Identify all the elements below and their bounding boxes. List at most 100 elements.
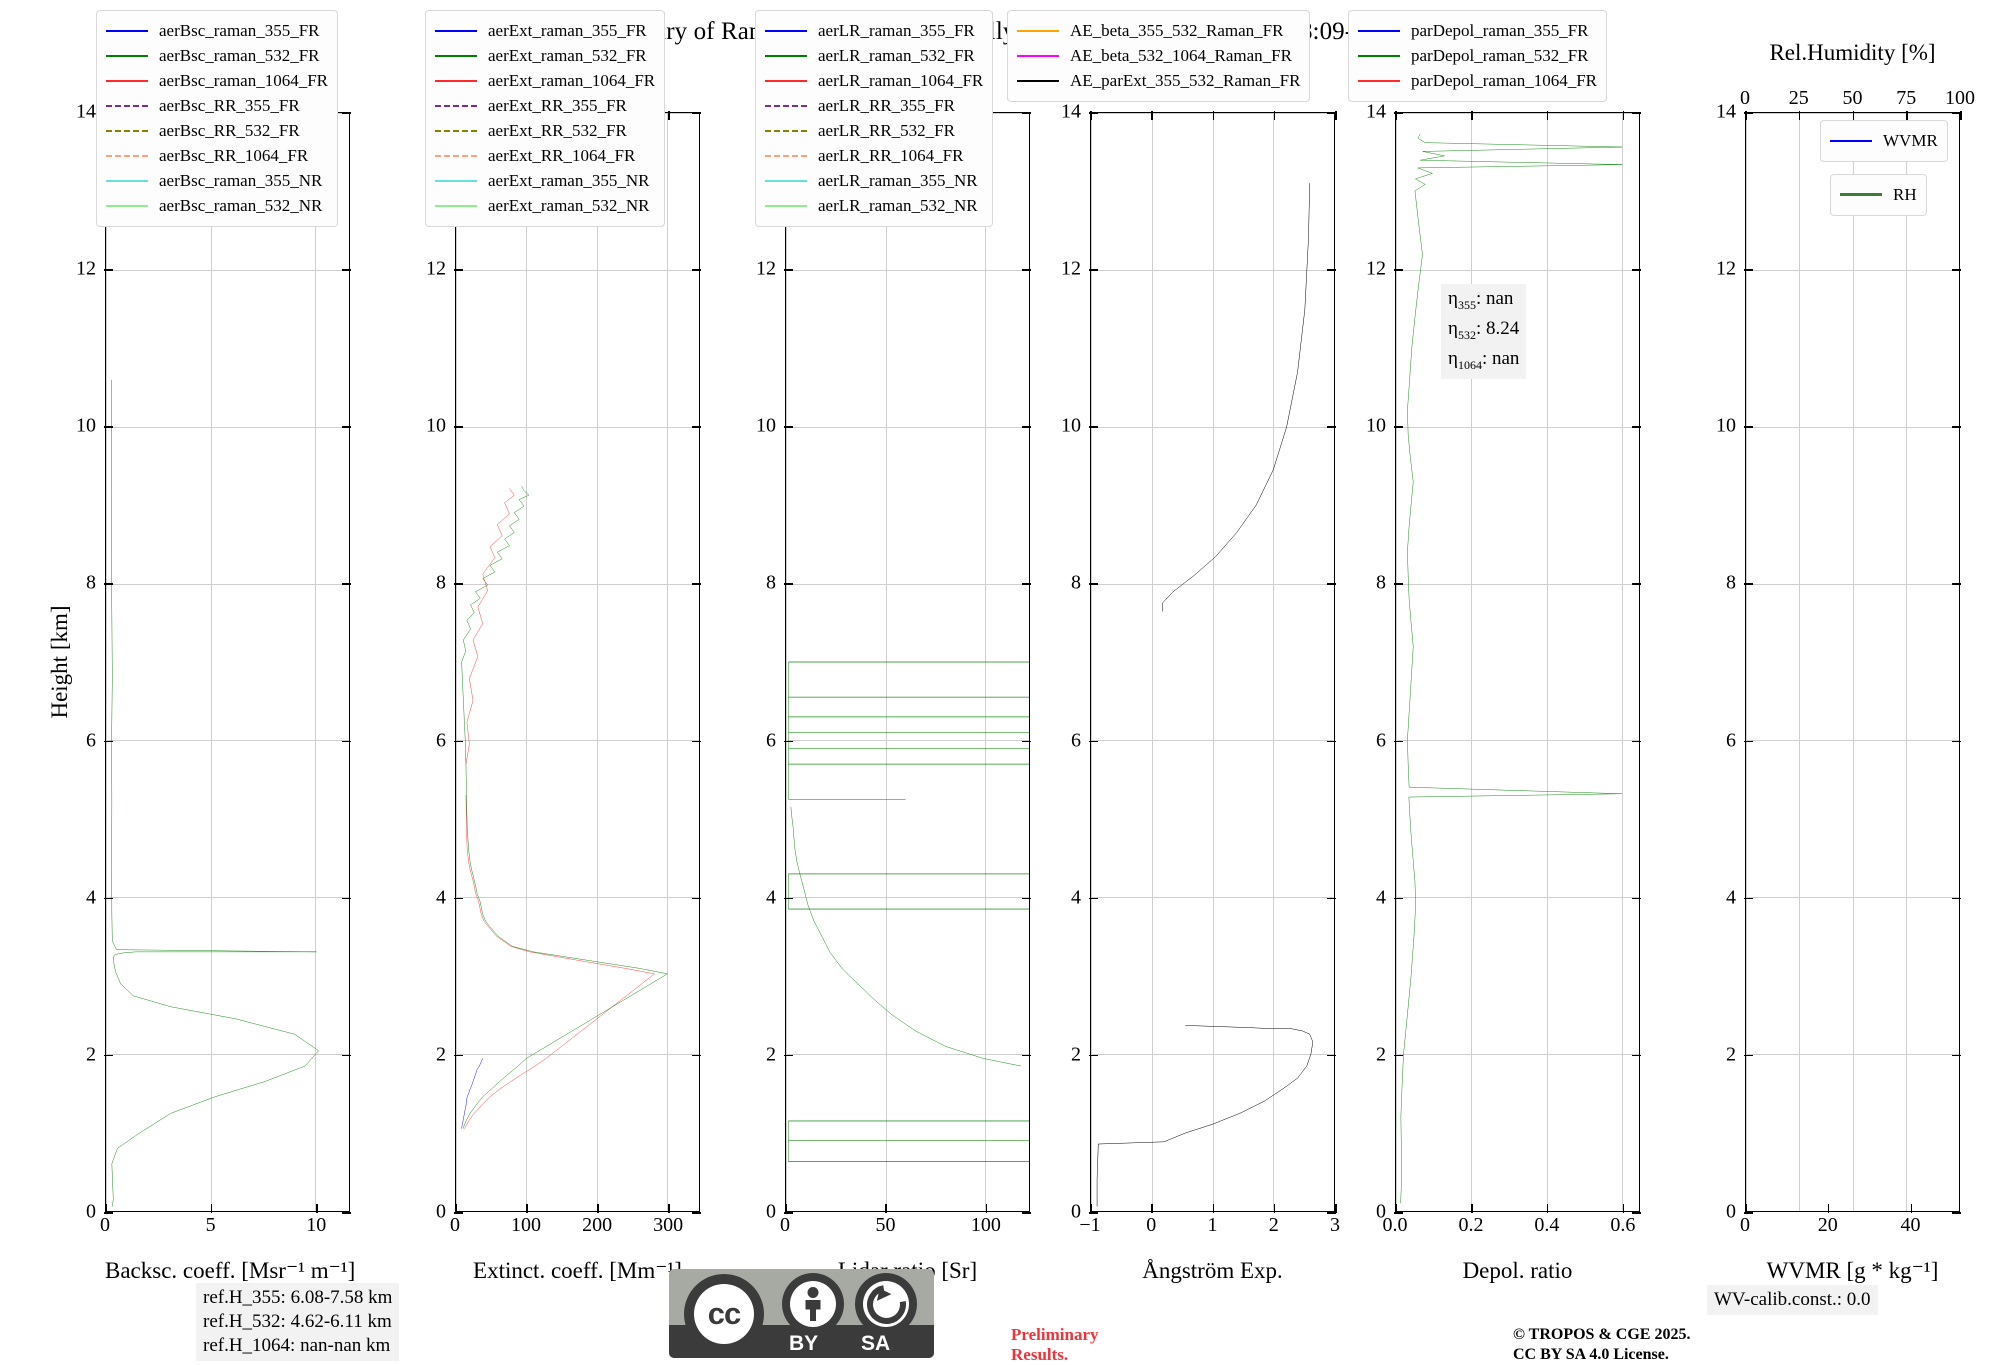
legend-swatch: [435, 79, 477, 82]
legend-item[interactable]: aerBsc_raman_532_NR: [106, 193, 328, 218]
eta-1064-value: η1064: nan: [1448, 347, 1520, 372]
legend-item[interactable]: aerExt_RR_1064_FR: [435, 143, 655, 168]
xtick-label: 3: [1330, 1214, 1340, 1236]
ytick-label: 6: [1376, 729, 1386, 752]
legend-item[interactable]: aerLR_raman_1064_FR: [765, 68, 983, 93]
curve-aerExt-raman-532-FR: [456, 113, 699, 1211]
panel-backscatter: 0 5 10 0 2 4 6 8 10 12 14 Backsc. coeff.…: [76, 101, 355, 1284]
legend-item[interactable]: aerLR_raman_532_FR: [765, 43, 983, 68]
legend-swatch: [435, 29, 477, 32]
x-axis-label-angstrom: Ångström Exp.: [1142, 1258, 1283, 1283]
ytick-label: 6: [1071, 729, 1081, 752]
legend-label: aerLR_raman_532_NR: [818, 196, 978, 215]
top-xtick-label: 75: [1896, 87, 1917, 109]
legend-item[interactable]: aerBsc_raman_355_NR: [106, 168, 328, 193]
plot-area-lidar-ratio: [785, 112, 1030, 1212]
ytick-label: 12: [756, 257, 776, 280]
eta-532-value: η532: 8.24: [1448, 317, 1520, 342]
legend-item[interactable]: aerBsc_raman_532_FR: [106, 43, 328, 68]
legend-item[interactable]: aerExt_RR_532_FR: [435, 118, 655, 143]
legend-item[interactable]: AE_parExt_355_532_Raman_FR: [1017, 68, 1300, 93]
legend-item[interactable]: parDepol_raman_1064_FR: [1358, 68, 1597, 93]
legend-item[interactable]: AE_beta_355_532_Raman_FR: [1017, 18, 1300, 43]
ytick-label: 2: [1071, 1043, 1081, 1066]
legend-item[interactable]: aerLR_RR_355_FR: [765, 93, 983, 118]
xtick-label: 100: [970, 1214, 1001, 1236]
legend-item[interactable]: RH: [1840, 182, 1917, 207]
wv-calibration-constant: WV-calib.const.: 0.0: [1707, 1285, 1878, 1315]
ytick-label: 8: [1071, 571, 1081, 594]
legend-swatch: [106, 129, 148, 132]
plot-area-wvmr: [1745, 112, 1960, 1212]
cc-sa-inner: [858, 1276, 914, 1332]
legend-item[interactable]: aerBsc_raman_355_FR: [106, 18, 328, 43]
legend-lidar-ratio[interactable]: aerLR_raman_355_FR aerLR_raman_532_FR ae…: [755, 10, 994, 227]
legend-item[interactable]: aerBsc_RR_355_FR: [106, 93, 328, 118]
legend-label: RH: [1893, 185, 1917, 204]
legend-depolarization[interactable]: parDepol_raman_355_FR parDepol_raman_532…: [1348, 10, 1608, 102]
legend-item[interactable]: aerLR_raman_355_FR: [765, 18, 983, 43]
legend-item[interactable]: aerExt_raman_532_FR: [435, 43, 655, 68]
legend-item[interactable]: aerExt_raman_1064_FR: [435, 68, 655, 93]
legend-item[interactable]: aerBsc_RR_532_FR: [106, 118, 328, 143]
legend-label: aerBsc_raman_532_NR: [159, 196, 323, 215]
person-body-shape: [805, 1300, 821, 1321]
ytick-label: 2: [86, 1043, 96, 1066]
cc-logo-text: cc: [694, 1284, 754, 1344]
cc-logo-icon: cc: [684, 1274, 764, 1354]
legend-item[interactable]: aerExt_RR_355_FR: [435, 93, 655, 118]
legend-item[interactable]: aerExt_raman_532_NR: [435, 193, 655, 218]
legend-label: aerLR_raman_532_FR: [818, 46, 975, 65]
ytick-label: 0: [1071, 1200, 1081, 1223]
xtick-label: 5: [205, 1214, 216, 1236]
legend-label: aerBsc_raman_355_NR: [159, 171, 323, 190]
ref-height-532: ref.H_532: 4.62-6.11 km: [203, 1311, 392, 1332]
ytick-label: 14: [1061, 100, 1081, 123]
ytick-label: 14: [1716, 100, 1736, 123]
legend-extinction[interactable]: aerExt_raman_355_FR aerExt_raman_532_FR …: [425, 10, 666, 227]
legend-swatch: [1358, 54, 1400, 57]
legend-item[interactable]: aerLR_raman_355_NR: [765, 168, 983, 193]
preliminary-line2: Results.: [1011, 1345, 1069, 1364]
legend-item[interactable]: aerLR_RR_532_FR: [765, 118, 983, 143]
legend-item[interactable]: WVMR: [1830, 128, 1938, 153]
xtick-label: 0.4: [1534, 1214, 1560, 1236]
legend-item[interactable]: aerExt_raman_355_NR: [435, 168, 655, 193]
legend-item[interactable]: aerLR_raman_532_NR: [765, 193, 983, 218]
legend-backscatter[interactable]: aerBsc_raman_355_FR aerBsc_raman_532_FR …: [96, 10, 339, 227]
legend-label: aerBsc_raman_532_FR: [159, 46, 320, 65]
legend-label: aerExt_RR_532_FR: [488, 121, 627, 140]
ytick-label: 2: [436, 1043, 446, 1066]
legend-item[interactable]: AE_beta_532_1064_Raman_FR: [1017, 43, 1300, 68]
legend-swatch: [765, 54, 807, 57]
ytick-label: 2: [1376, 1043, 1386, 1066]
cc-by-person-icon: [782, 1273, 844, 1335]
legend-swatch: [435, 104, 477, 107]
legend-wvmr[interactable]: WVMR: [1820, 120, 1948, 162]
legend-item[interactable]: aerLR_RR_1064_FR: [765, 143, 983, 168]
ytick-label: 8: [436, 571, 446, 594]
legend-rh[interactable]: RH: [1830, 174, 1927, 216]
legend-swatch: [1017, 79, 1059, 82]
legend-swatch: [106, 154, 148, 157]
legend-item[interactable]: parDepol_raman_532_FR: [1358, 43, 1597, 68]
ytick-label: 10: [756, 414, 776, 437]
legend-label: aerExt_raman_1064_FR: [488, 71, 656, 90]
xtick-label: 10: [306, 1214, 327, 1236]
legend-label: aerLR_raman_355_FR: [818, 21, 975, 40]
preliminary-results-notice: Preliminary Results.: [1011, 1325, 1099, 1365]
xtick-label: 2: [1268, 1214, 1279, 1236]
eta-annotation: η355: nan η532: 8.24 η1064: nan: [1441, 284, 1527, 380]
legend-item[interactable]: aerBsc_raman_1064_FR: [106, 68, 328, 93]
legend-angstrom[interactable]: AE_beta_355_532_Raman_FR AE_beta_532_106…: [1007, 10, 1311, 102]
legend-label: aerExt_raman_355_FR: [488, 21, 647, 40]
legend-swatch: [765, 154, 807, 157]
legend-item[interactable]: parDepol_raman_355_FR: [1358, 18, 1597, 43]
xtick-label: 0: [780, 1214, 790, 1236]
legend-item[interactable]: aerExt_raman_355_FR: [435, 18, 655, 43]
legend-label: parDepol_raman_1064_FR: [1411, 71, 1598, 90]
ytick-label: 6: [766, 729, 776, 752]
ytick-label: 10: [1061, 414, 1081, 437]
legend-item[interactable]: aerBsc_RR_1064_FR: [106, 143, 328, 168]
